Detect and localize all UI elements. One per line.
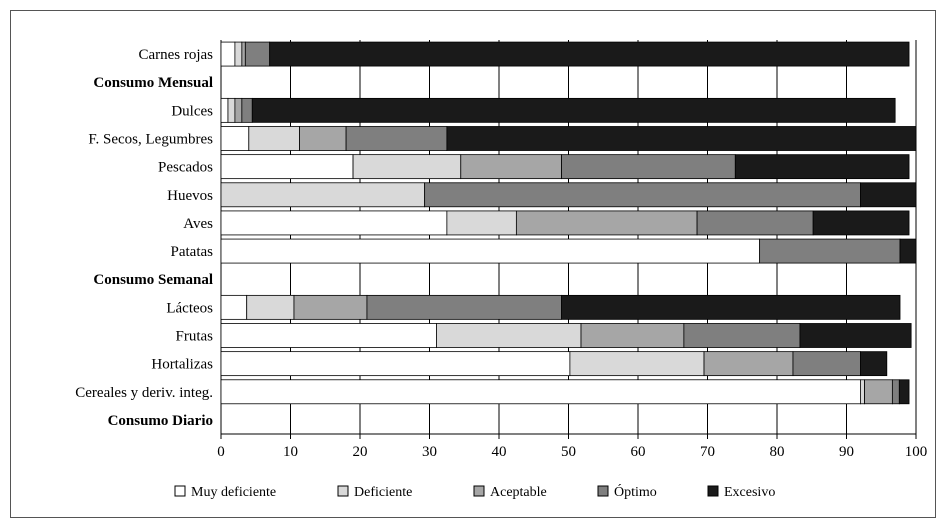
bar-segment-muy-deficiente bbox=[220, 41, 236, 67]
bar-segment-óptimo bbox=[244, 41, 271, 67]
legend-swatch bbox=[707, 485, 719, 497]
x-tick-label: 50 bbox=[561, 444, 576, 460]
bar-segment-óptimo bbox=[696, 210, 814, 236]
x-tick-label: 60 bbox=[631, 444, 646, 460]
legend-label: Excesivo bbox=[724, 485, 775, 500]
bar-segment-aceptable bbox=[460, 154, 562, 180]
chart-frame bbox=[10, 10, 936, 518]
bar-segment-óptimo bbox=[891, 379, 900, 405]
legend-swatch bbox=[597, 485, 609, 497]
bar-segment-óptimo bbox=[366, 294, 562, 320]
bar-segment-deficiente bbox=[352, 154, 462, 180]
bar-segment-óptimo bbox=[683, 323, 801, 348]
bar-segment-excesivo bbox=[446, 126, 917, 151]
category-label: Cereales y deriv. integ. bbox=[75, 385, 213, 401]
bar-segment-deficiente bbox=[234, 41, 243, 67]
x-tick-label: 90 bbox=[839, 444, 854, 460]
bar-segment-muy-deficiente bbox=[220, 351, 571, 377]
bar-segment-deficiente bbox=[569, 351, 705, 377]
bar-segment-deficiente bbox=[220, 182, 426, 208]
bar-segment-excesivo bbox=[860, 182, 917, 208]
bar-segment-aceptable bbox=[864, 379, 893, 405]
category-label: Lácteos bbox=[166, 300, 213, 316]
bar-segment-excesivo bbox=[734, 154, 910, 180]
bar-segment-excesivo bbox=[561, 294, 901, 320]
bar-segment-muy-deficiente bbox=[220, 210, 448, 236]
bar-segment-excesivo bbox=[899, 238, 917, 264]
bar-segment-aceptable bbox=[299, 126, 347, 151]
category-label: Carnes rojas bbox=[138, 47, 213, 63]
x-axis-ticks: 0 10 20 30 40 50 60 70 80 90 100 bbox=[217, 434, 927, 460]
bar-segment-deficiente bbox=[248, 126, 300, 151]
x-tick-label: 20 bbox=[353, 444, 368, 460]
x-tick-label: 80 bbox=[770, 444, 785, 460]
legend-swatch bbox=[174, 485, 186, 497]
category-label: Huevos bbox=[167, 188, 213, 204]
bar-segment-muy-deficiente bbox=[220, 294, 248, 320]
bar-layer bbox=[220, 41, 917, 405]
x-tick-label: 0 bbox=[217, 444, 225, 460]
bar-segment-deficiente bbox=[860, 379, 865, 405]
x-tick-label: 70 bbox=[700, 444, 715, 460]
bar-segment-óptimo bbox=[792, 351, 861, 377]
bar-segment-muy-deficiente bbox=[220, 379, 861, 405]
bar-segment-muy-deficiente bbox=[220, 323, 437, 348]
category-labels: Carnes rojas Consumo Mensual Dulces F. Seco… bbox=[75, 47, 213, 429]
bar-segment-óptimo bbox=[759, 238, 901, 264]
category-label: Dulces bbox=[171, 103, 213, 119]
category-label: Hortalizas bbox=[151, 357, 213, 373]
bar-segment-deficiente bbox=[246, 294, 295, 320]
bar-segment-aceptable bbox=[580, 323, 685, 348]
bar-segment-excesivo bbox=[860, 351, 888, 377]
bar-segment-muy-deficiente bbox=[220, 238, 761, 264]
bar-segment-óptimo bbox=[424, 182, 861, 208]
legend-label: Óptimo bbox=[614, 483, 657, 500]
x-tick-label: 10 bbox=[283, 444, 298, 460]
group-header-label: Consumo Semanal bbox=[93, 272, 213, 288]
bar-segment-aceptable bbox=[241, 41, 246, 67]
x-tick-label: 100 bbox=[905, 444, 928, 460]
bar-segment-óptimo bbox=[345, 126, 448, 151]
legend: Muy deficiente Deficiente Aceptable Óptimo E… bbox=[174, 483, 775, 500]
bar-segment-óptimo bbox=[561, 154, 736, 180]
bar-segment-aceptable bbox=[515, 210, 698, 236]
bar-segment-muy-deficiente bbox=[220, 97, 229, 123]
legend-swatch bbox=[337, 485, 349, 497]
legend-label: Aceptable bbox=[490, 485, 547, 500]
bar-segment-deficiente bbox=[227, 97, 236, 123]
bar-segment-deficiente bbox=[436, 323, 582, 348]
legend-swatch bbox=[473, 485, 485, 497]
bar-segment-excesivo bbox=[898, 379, 910, 405]
bar-segment-óptimo bbox=[241, 97, 253, 123]
group-header-label: Consumo Diario bbox=[108, 413, 213, 429]
legend-label: Deficiente bbox=[354, 485, 412, 500]
x-tick-label: 30 bbox=[422, 444, 437, 460]
bar-segment-muy-deficiente bbox=[220, 154, 354, 180]
bar-segment-aceptable bbox=[234, 97, 243, 123]
bar-segment-excesivo bbox=[251, 97, 896, 123]
bar-segment-excesivo bbox=[812, 210, 910, 236]
bar-segment-aceptable bbox=[703, 351, 794, 377]
x-tick-label: 40 bbox=[492, 444, 507, 460]
bar-segment-excesivo bbox=[269, 41, 910, 67]
bar-segment-aceptable bbox=[293, 294, 368, 320]
category-label: Pescados bbox=[158, 160, 213, 176]
category-label: F. Secos, Legumbres bbox=[88, 132, 213, 148]
category-label: Patatas bbox=[171, 244, 214, 260]
legend-label: Muy deficiente bbox=[191, 485, 276, 500]
category-label: Frutas bbox=[176, 329, 214, 345]
category-label: Aves bbox=[183, 216, 213, 232]
bar-segment-deficiente bbox=[446, 210, 517, 236]
bar-segment-excesivo bbox=[799, 323, 912, 348]
bar-segment-muy-deficiente bbox=[220, 126, 250, 151]
group-header-label: Consumo Mensual bbox=[93, 75, 213, 91]
